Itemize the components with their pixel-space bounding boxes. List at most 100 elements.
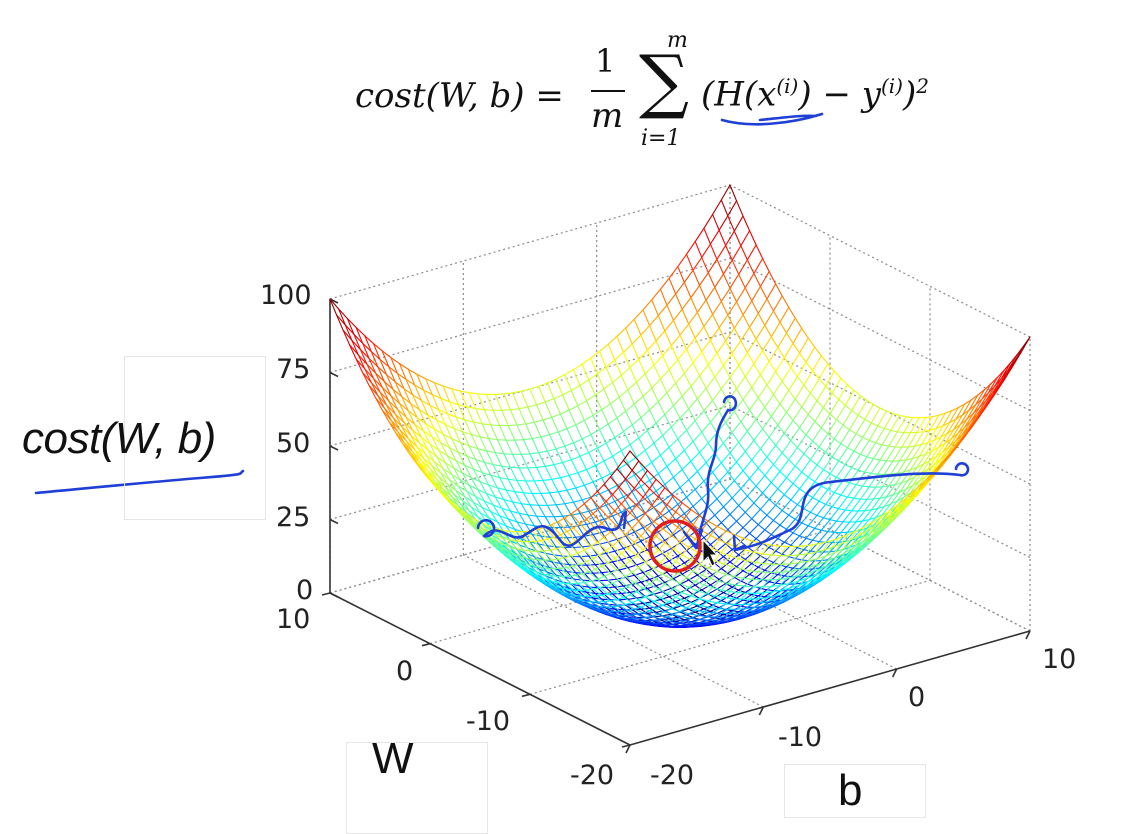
mesh-line	[813, 498, 820, 502]
mesh-line	[497, 440, 504, 454]
mesh-line	[713, 301, 722, 314]
mesh-line	[697, 388, 706, 399]
mesh-line	[667, 305, 674, 320]
mesh-line	[756, 339, 763, 350]
mesh-line	[521, 391, 528, 407]
mesh-line	[495, 394, 504, 395]
mesh-line	[747, 420, 756, 432]
mesh-line	[652, 289, 661, 300]
mesh-line	[658, 402, 665, 415]
mesh-line	[819, 364, 828, 379]
mesh-line	[832, 444, 841, 457]
mesh-line	[478, 394, 485, 410]
mesh-line	[671, 335, 680, 346]
mesh-line	[521, 454, 530, 455]
mesh-line	[745, 512, 752, 518]
mesh-line	[665, 543, 674, 549]
mesh-line	[665, 584, 674, 588]
mesh-line	[469, 393, 478, 394]
mesh-line	[756, 325, 765, 339]
mesh-line	[758, 299, 767, 313]
mesh-line	[693, 432, 702, 441]
mesh-line	[487, 451, 494, 465]
mesh-line	[673, 320, 680, 335]
mesh-line	[743, 471, 750, 479]
mesh-line	[652, 388, 659, 402]
mesh-line	[678, 349, 687, 360]
mesh-line	[689, 312, 698, 324]
mesh-line	[871, 408, 880, 423]
mesh-line	[652, 462, 659, 473]
mesh-line	[517, 424, 526, 425]
mesh-line	[863, 473, 872, 486]
mesh-line	[552, 417, 559, 432]
mesh-line	[654, 365, 661, 379]
mesh-line	[665, 488, 674, 496]
mesh-line	[630, 438, 639, 445]
mesh-line	[578, 406, 585, 421]
mesh-line	[528, 467, 537, 468]
mesh-line	[852, 468, 859, 470]
mesh-line	[802, 460, 811, 472]
mesh-line	[632, 335, 641, 344]
mesh-line	[563, 390, 572, 394]
mesh-line	[837, 521, 844, 522]
mesh-line	[839, 448, 848, 461]
mesh-line	[737, 389, 744, 400]
mesh-line	[534, 420, 543, 422]
mesh-line	[704, 326, 711, 340]
mesh-line	[758, 515, 767, 524]
mesh-line	[765, 395, 774, 408]
mesh-line	[728, 315, 735, 328]
z-tick-mark	[330, 520, 338, 524]
mesh-line	[706, 287, 715, 300]
mesh-line	[730, 505, 739, 514]
mesh-line	[865, 472, 872, 473]
mesh-line	[708, 568, 717, 571]
mesh-line	[791, 489, 800, 500]
mesh-line	[789, 377, 798, 391]
mesh-line	[745, 440, 754, 451]
mesh-line	[697, 471, 704, 481]
mesh-line	[676, 373, 685, 383]
mesh-line	[841, 444, 848, 448]
mesh-line	[708, 365, 715, 377]
mesh-line	[732, 599, 741, 600]
mesh-line	[815, 470, 824, 482]
mesh-line	[787, 399, 796, 412]
mesh-line	[693, 352, 702, 363]
mesh-line	[617, 411, 626, 418]
mesh-line	[789, 460, 796, 466]
mesh-line	[708, 521, 717, 526]
mesh-line	[723, 498, 732, 507]
mesh-line	[578, 469, 587, 472]
mesh-line	[713, 389, 722, 400]
mesh-line	[656, 423, 663, 435]
mesh-line	[452, 389, 459, 405]
mesh-line	[591, 546, 600, 554]
mesh-line	[758, 398, 765, 408]
mesh-line	[517, 425, 524, 440]
mesh-line	[604, 601, 611, 602]
mesh-line	[673, 406, 680, 418]
mesh-line	[695, 481, 704, 489]
mesh-line	[637, 382, 644, 396]
mesh-line	[900, 415, 907, 416]
mesh-line	[665, 331, 672, 346]
mesh-line	[569, 476, 576, 488]
mesh-line	[717, 526, 726, 530]
mesh-line	[726, 490, 733, 498]
mesh-line	[606, 367, 613, 382]
mesh-line	[813, 540, 820, 541]
mesh-line	[739, 365, 746, 376]
mesh-line	[647, 423, 656, 431]
mesh-line	[504, 393, 513, 394]
mesh-line	[819, 434, 828, 447]
mesh-line	[804, 441, 813, 454]
mesh-line	[652, 614, 659, 616]
mesh-line	[513, 391, 522, 393]
mesh-line	[813, 371, 820, 379]
mesh-line	[765, 530, 772, 535]
mesh-line	[547, 451, 554, 465]
grid-line-back	[330, 185, 730, 299]
